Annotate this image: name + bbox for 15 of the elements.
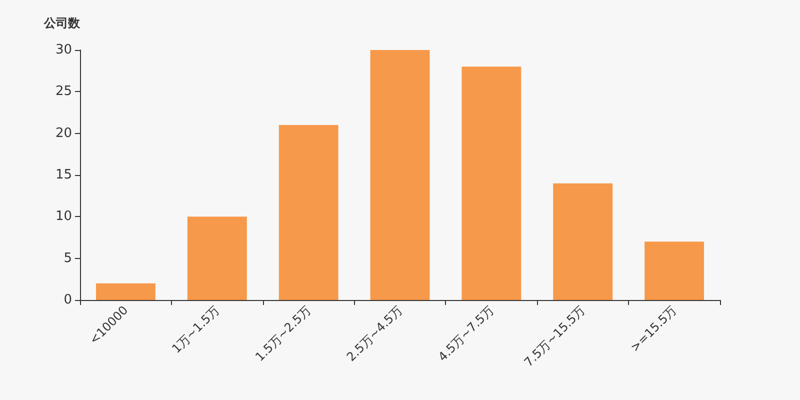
bar: [187, 216, 247, 300]
bar: [370, 50, 430, 300]
bar: [644, 242, 704, 300]
y-tick-label: 20: [55, 126, 72, 141]
bar: [553, 183, 613, 300]
bar: [462, 66, 522, 300]
y-tick-label: 5: [64, 250, 72, 266]
y-tick-label: 10: [55, 209, 72, 224]
y-tick-label: 30: [55, 42, 72, 58]
y-axis-title: 公司数: [43, 16, 81, 30]
y-tick-label: 25: [55, 84, 72, 100]
bar: [96, 283, 156, 300]
y-tick-label: 15: [55, 168, 72, 182]
y-tick-label: 0: [64, 292, 72, 308]
bar: [278, 125, 338, 300]
